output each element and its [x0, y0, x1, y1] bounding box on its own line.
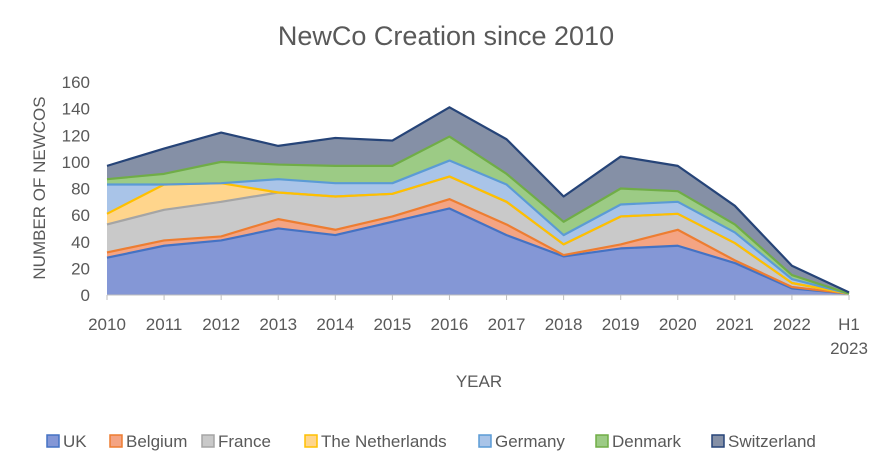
x-tick-label: H1 2023 — [830, 315, 868, 358]
plot-area — [106, 106, 850, 295]
x-tick-label: 2017 — [488, 315, 526, 334]
x-tick-label: 2015 — [373, 315, 411, 334]
x-axis: 2010 2011 2012 2013 2014 2015 2016 2017 2018 2019… — [88, 294, 868, 358]
line-uk — [106, 207, 850, 295]
legend-item-switzerland: Switzerland — [711, 432, 816, 451]
legend-item-france: France — [201, 432, 271, 451]
legend-item-denmark: Denmark — [595, 432, 681, 451]
y-tick-label: 120 — [62, 126, 90, 145]
area-denmark — [107, 136, 849, 294]
y-tick-label: 60 — [71, 206, 90, 225]
legend-label: Belgium — [126, 432, 187, 451]
legend-item-belgium: Belgium — [109, 432, 187, 451]
legend-swatch — [109, 434, 123, 448]
legend-label: Switzerland — [728, 432, 816, 451]
x-tick-label: 2019 — [602, 315, 640, 334]
chart-title: NewCo Creation since 2010 — [278, 21, 614, 51]
area-switzerland — [107, 107, 849, 294]
x-tick-label: 2016 — [431, 315, 469, 334]
y-axis: 0 20 40 60 80 100 120 140 160 — [62, 73, 90, 305]
x-tick-label: 2021 — [716, 315, 754, 334]
x-tick-label: 2022 — [773, 315, 811, 334]
x-axis-title: YEAR — [456, 372, 502, 391]
y-tick-label: 0 — [81, 286, 90, 305]
x-tick-label: 2010 — [88, 315, 126, 334]
y-tick-label: 40 — [71, 233, 90, 252]
y-tick-label: 140 — [62, 100, 90, 119]
legend-swatch — [711, 434, 725, 448]
line-the-netherlands — [106, 175, 850, 295]
legend-swatch — [595, 434, 609, 448]
x-tick-label: 2011 — [146, 315, 183, 334]
y-tick-label: 100 — [62, 153, 90, 172]
x-tick-label: 2013 — [259, 315, 297, 334]
line-switzerland — [106, 106, 850, 294]
legend-label: Germany — [495, 432, 565, 451]
x-tick-label: 2018 — [545, 315, 583, 334]
legend-item-germany: Germany — [478, 432, 565, 451]
x-tick-label: 2020 — [659, 315, 697, 334]
y-axis-title: NUMBER OF NEWCOS — [30, 96, 49, 279]
legend-item-uk: UK — [46, 432, 87, 451]
area-france — [107, 176, 849, 294]
area-the-netherlands — [107, 176, 849, 294]
x-tick-label: 2014 — [316, 315, 354, 334]
line-denmark — [106, 135, 850, 295]
y-tick-label: 20 — [71, 259, 90, 278]
legend-swatch — [46, 434, 60, 448]
y-tick-label: 80 — [71, 180, 90, 199]
x-tick-label: 2012 — [202, 315, 240, 334]
legend-swatch — [201, 434, 215, 448]
legend-label: France — [218, 432, 271, 451]
legend-label: Denmark — [612, 432, 681, 451]
line-germany — [107, 159, 850, 295]
y-tick-label: 160 — [62, 73, 90, 92]
area-germany — [107, 160, 849, 294]
legend-item-the-netherlands: The Netherlands — [304, 432, 447, 451]
legend-label: UK — [63, 432, 87, 451]
legend: UK Belgium France The Netherlands Germany Den… — [46, 432, 816, 451]
legend-label: The Netherlands — [321, 432, 447, 451]
legend-swatch — [304, 434, 318, 448]
legend-swatch — [478, 434, 492, 448]
line-belgium — [106, 198, 850, 295]
